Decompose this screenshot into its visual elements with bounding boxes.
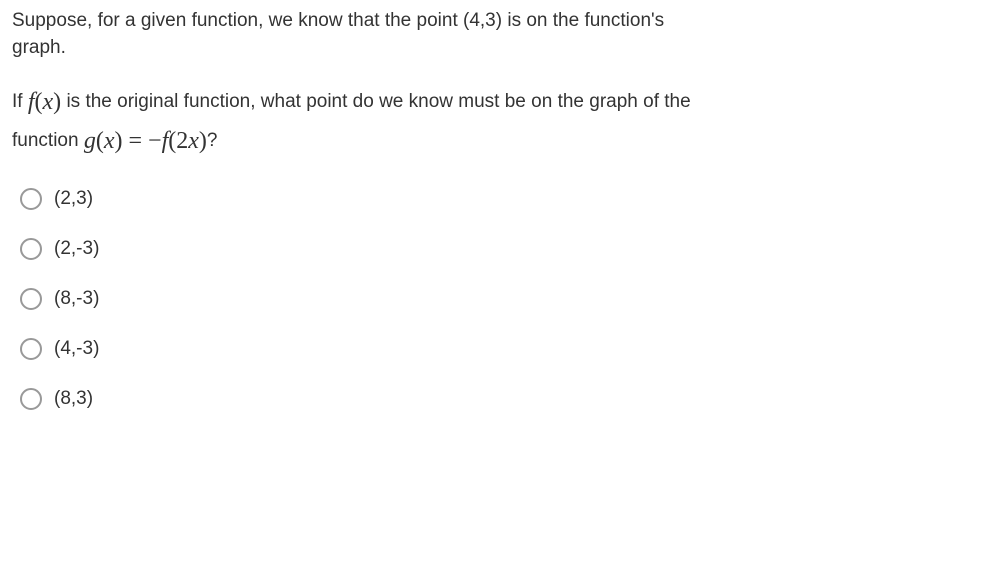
prompt-prefix: If xyxy=(12,91,28,112)
radio-icon[interactable] xyxy=(20,188,42,210)
options-list: (2,3) (2,-3) (8,-3) (4,-3) (8,3) xyxy=(12,188,975,410)
radio-icon[interactable] xyxy=(20,388,42,410)
option-label: (4,-3) xyxy=(54,338,99,360)
radio-icon[interactable] xyxy=(20,288,42,310)
option-row[interactable]: (4,-3) xyxy=(20,338,975,360)
intro-line2: graph. xyxy=(12,37,66,58)
option-row[interactable]: (8,-3) xyxy=(20,288,975,310)
radio-icon[interactable] xyxy=(20,338,42,360)
math-fx: f(x) xyxy=(28,89,61,115)
option-row[interactable]: (8,3) xyxy=(20,388,975,410)
prompt-line2a: function xyxy=(12,130,84,151)
option-row[interactable]: (2,3) xyxy=(20,188,975,210)
radio-icon[interactable] xyxy=(20,238,42,260)
math-gx: g(x) = −f(2x) xyxy=(84,128,207,154)
question-prompt: If f(x) is the original function, what p… xyxy=(12,83,975,160)
option-label: (8,-3) xyxy=(54,288,99,310)
intro-line1: Suppose, for a given function, we know t… xyxy=(12,10,664,31)
question-intro: Suppose, for a given function, we know t… xyxy=(12,8,975,61)
prompt-qmark: ? xyxy=(207,130,218,151)
option-label: (2,-3) xyxy=(54,238,99,260)
option-label: (2,3) xyxy=(54,188,93,210)
option-row[interactable]: (2,-3) xyxy=(20,238,975,260)
option-label: (8,3) xyxy=(54,388,93,410)
prompt-mid: is the original function, what point do … xyxy=(61,91,691,112)
